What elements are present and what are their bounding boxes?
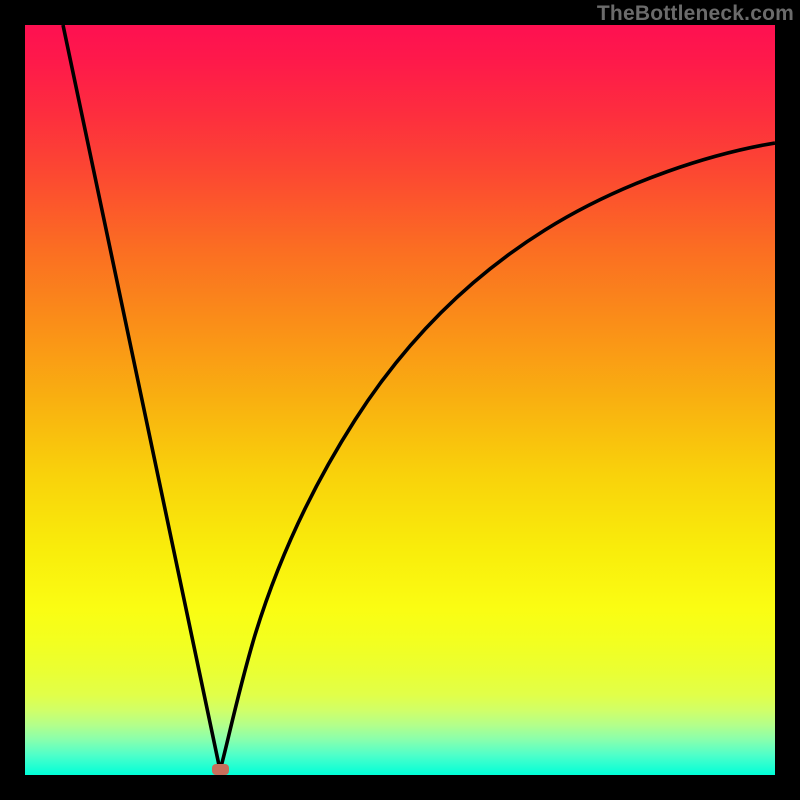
plot-area: [25, 25, 775, 775]
watermark-text: TheBottleneck.com: [597, 2, 794, 26]
bottleneck-chart: [25, 25, 775, 775]
gradient-background: [25, 25, 775, 775]
chart-container: TheBottleneck.com: [0, 0, 800, 800]
